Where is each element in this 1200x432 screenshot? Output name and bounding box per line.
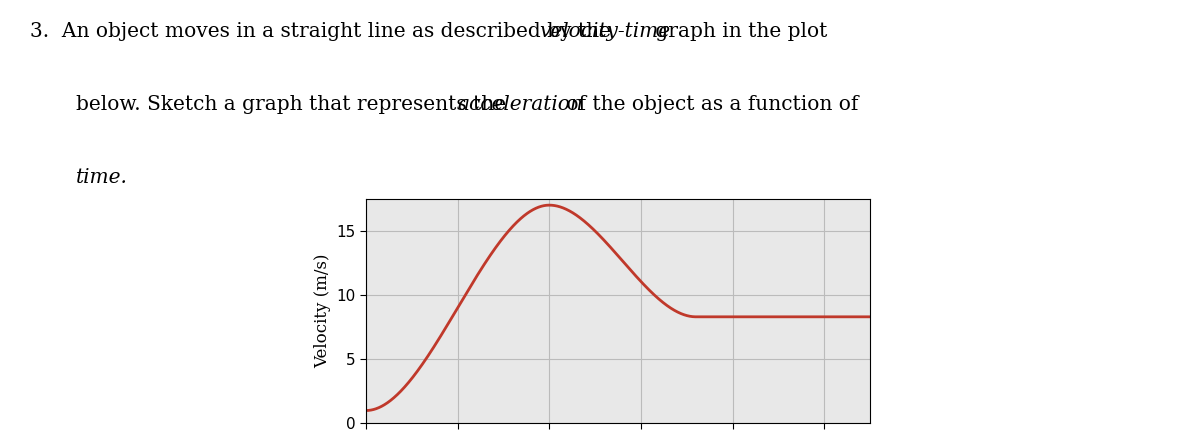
- Text: graph in the plot: graph in the plot: [649, 22, 828, 41]
- Text: time.: time.: [76, 168, 127, 187]
- Text: velocity-time: velocity-time: [539, 22, 670, 41]
- Text: of the object as a function of: of the object as a function of: [560, 95, 859, 114]
- Text: below. Sketch a graph that represents the: below. Sketch a graph that represents th…: [76, 95, 512, 114]
- Text: 3.  An object moves in a straight line as described by the: 3. An object moves in a straight line as…: [30, 22, 617, 41]
- Y-axis label: Velocity (m/s): Velocity (m/s): [313, 254, 331, 368]
- Text: acceleration: acceleration: [457, 95, 583, 114]
